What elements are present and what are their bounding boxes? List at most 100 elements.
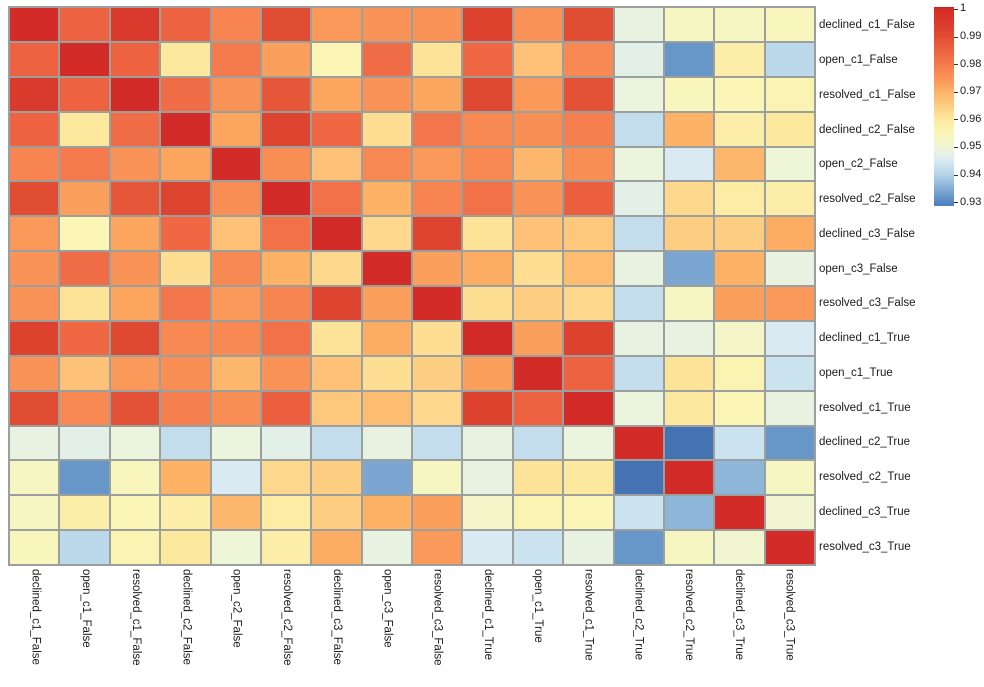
heatmap-cell xyxy=(261,8,311,41)
heatmap-cell xyxy=(513,496,563,530)
heatmap-cell xyxy=(10,321,59,355)
heatmap-cell xyxy=(110,391,160,425)
heatmap-cell xyxy=(614,356,663,390)
heatmap-cell xyxy=(715,531,764,564)
heatmap-cell xyxy=(312,356,361,390)
heatmap-cell xyxy=(614,8,663,41)
x-axis-label: open_c1_True xyxy=(532,569,545,643)
heatmap-cell xyxy=(261,112,311,146)
heatmap-cell xyxy=(60,287,109,320)
x-axis-label: open_c1_False xyxy=(79,569,92,648)
heatmap-cell xyxy=(765,391,814,425)
heatmap-cell xyxy=(312,252,361,285)
y-axis-label: declined_c1_False xyxy=(819,19,915,32)
heatmap-cell xyxy=(10,252,59,285)
colorbar-tick xyxy=(954,8,958,10)
heatmap-cell xyxy=(362,321,411,355)
y-axis-label: resolved_c1_False xyxy=(819,88,916,101)
heatmap-cell xyxy=(261,531,311,564)
heatmap-cell xyxy=(664,461,714,495)
heatmap-cell xyxy=(715,42,764,76)
heatmap-cell xyxy=(362,426,411,460)
heatmap-cell xyxy=(463,217,512,251)
heatmap-cell xyxy=(564,321,613,355)
heatmap-cell xyxy=(110,217,160,251)
heatmap-cell xyxy=(413,391,462,425)
heatmap-cell xyxy=(564,426,613,460)
heatmap-cell xyxy=(463,42,512,76)
heatmap-cell xyxy=(362,287,411,320)
heatmap-cell xyxy=(261,356,311,390)
heatmap-cell xyxy=(261,496,311,530)
colorbar-tick-label: 0.95 xyxy=(960,140,982,153)
x-axis-label: declined_c2_False xyxy=(180,569,193,665)
heatmap-cell xyxy=(413,42,462,76)
y-axis-label: resolved_c3_False xyxy=(819,297,916,310)
y-axis-label: open_c3_False xyxy=(819,262,898,275)
heatmap-cell xyxy=(211,356,260,390)
heatmap-cell xyxy=(513,461,563,495)
heatmap-cell xyxy=(614,391,663,425)
heatmap-cell xyxy=(110,496,160,530)
heatmap-cell xyxy=(614,252,663,285)
heatmap-cell xyxy=(211,112,260,146)
heatmap-cell xyxy=(261,252,311,285)
heatmap-cell xyxy=(110,42,160,76)
heatmap-cell xyxy=(715,112,764,146)
y-axis-label: resolved_c2_False xyxy=(819,193,916,206)
heatmap-cell xyxy=(564,531,613,564)
heatmap-cell xyxy=(715,252,764,285)
heatmap-cell xyxy=(715,77,764,111)
heatmap-cell xyxy=(312,217,361,251)
heatmap-cell xyxy=(312,287,361,320)
x-axis-label: declined_c1_True xyxy=(481,569,494,660)
heatmap-cell xyxy=(312,531,361,564)
heatmap-cell xyxy=(161,252,210,285)
heatmap-cell xyxy=(463,356,512,390)
heatmap-cell xyxy=(10,391,59,425)
heatmap-cell xyxy=(10,217,59,251)
heatmap-cell xyxy=(765,287,814,320)
colorbar-tick xyxy=(954,146,958,148)
heatmap-cell xyxy=(413,287,462,320)
heatmap-cell xyxy=(211,77,260,111)
heatmap-cell xyxy=(362,531,411,564)
heatmap-cell xyxy=(60,182,109,216)
heatmap-cell xyxy=(564,77,613,111)
heatmap-cell xyxy=(261,461,311,495)
heatmap-cell xyxy=(413,426,462,460)
heatmap-cell xyxy=(211,147,260,181)
heatmap-cell xyxy=(10,42,59,76)
heatmap-cell xyxy=(715,182,764,216)
heatmap-cell xyxy=(10,112,59,146)
heatmap-cell xyxy=(211,252,260,285)
heatmap-cell xyxy=(110,356,160,390)
heatmap-cell xyxy=(614,461,663,495)
heatmap-cell xyxy=(312,461,361,495)
heatmap-cell xyxy=(362,77,411,111)
y-axis-label: declined_c2_True xyxy=(819,436,910,449)
x-axis-label: declined_c1_False xyxy=(29,569,42,665)
heatmap-cell xyxy=(362,252,411,285)
colorbar-tick-label: 0.99 xyxy=(960,30,982,43)
heatmap-cell xyxy=(60,461,109,495)
heatmap-cell xyxy=(211,496,260,530)
heatmap-cell xyxy=(312,321,361,355)
heatmap-cell xyxy=(60,531,109,564)
heatmap-cell xyxy=(261,391,311,425)
heatmap-cell xyxy=(614,426,663,460)
heatmap-cell xyxy=(110,112,160,146)
heatmap-cell xyxy=(513,356,563,390)
heatmap-cell xyxy=(110,426,160,460)
heatmap-cell xyxy=(312,8,361,41)
heatmap-cell xyxy=(513,77,563,111)
heatmap-cell xyxy=(664,356,714,390)
heatmap-cell xyxy=(211,42,260,76)
heatmap-cell xyxy=(312,182,361,216)
heatmap-cell xyxy=(614,182,663,216)
heatmap-cell xyxy=(10,426,59,460)
heatmap-cell xyxy=(413,8,462,41)
heatmap-cell xyxy=(715,356,764,390)
heatmap-cell xyxy=(715,391,764,425)
heatmap-cell xyxy=(60,391,109,425)
